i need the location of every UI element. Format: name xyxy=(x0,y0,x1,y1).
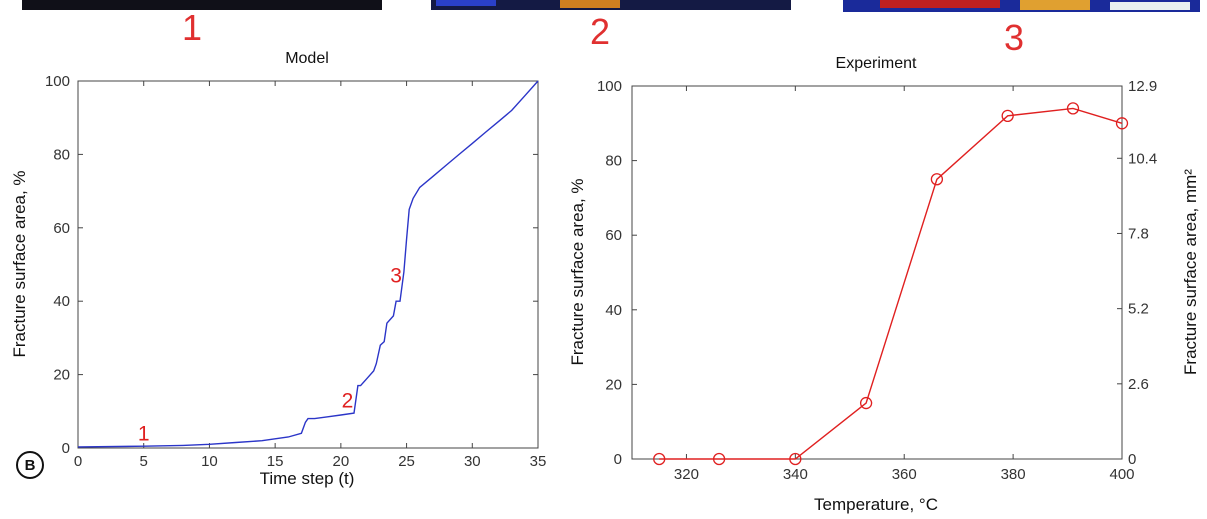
model-x-tick-label: 10 xyxy=(201,453,218,470)
experiment-x-axis-label: Temperature, °C xyxy=(814,495,938,514)
micrograph-strips xyxy=(22,0,1200,12)
micrograph-3-color-patch xyxy=(880,0,1000,8)
model-x-axis-label: Time step (t) xyxy=(260,469,355,488)
experiment-data-point xyxy=(1001,109,1014,122)
panel-label-circle xyxy=(16,451,44,479)
model-x-tick-label: 5 xyxy=(140,453,148,470)
model-y-tick-label: 20 xyxy=(53,367,70,384)
experiment-data-point xyxy=(1115,117,1129,130)
model-annotation-label: 1 xyxy=(138,422,150,445)
experiment-x-tick-label: 340 xyxy=(783,466,808,483)
model-series-line xyxy=(77,80,539,448)
experiment-data-point xyxy=(930,173,944,186)
model-chart-title: Model xyxy=(285,50,329,67)
model-y-axis-label: Fracture surface area, % xyxy=(10,170,29,357)
image-label-2: 2 xyxy=(590,11,610,52)
model-y-tick-label: 100 xyxy=(45,73,70,90)
model-y-tick-label: 80 xyxy=(53,146,70,163)
experiment-data-point xyxy=(1066,102,1080,115)
experiment-y-tick-label: 100 xyxy=(597,78,622,95)
experiment-x-tick-label: 360 xyxy=(892,466,917,483)
micrograph-2-color-patch xyxy=(436,0,496,6)
micrograph-3-color-patch xyxy=(1110,2,1190,10)
model-x-tick-label: 20 xyxy=(333,453,350,470)
experiment-y-tick-label: 0 xyxy=(614,451,622,468)
experiment-y-tick-label: 80 xyxy=(605,153,622,170)
model-y-tick-label: 60 xyxy=(53,220,70,237)
experiment-series-line xyxy=(659,107,1123,460)
panel-label-text: B xyxy=(25,457,36,474)
experiment-y-tick-label: 60 xyxy=(605,227,622,244)
model-x-tick-label: 35 xyxy=(530,453,547,470)
model-y-tick-label: 40 xyxy=(53,293,70,310)
experiment-data-point xyxy=(712,452,726,466)
experiment-plot-frame xyxy=(631,85,1123,460)
experiment-y2-tick-label: 2.6 xyxy=(1128,376,1149,393)
model-x-tick-label: 30 xyxy=(464,453,481,470)
micrograph-2-color-patch xyxy=(560,0,620,8)
experiment-data-point xyxy=(653,452,666,466)
model-x-tick-label: 25 xyxy=(398,453,415,470)
image-label-3: 3 xyxy=(1004,17,1024,58)
panel-label: B xyxy=(16,451,44,479)
experiment-y-tick-label: 40 xyxy=(605,302,622,319)
model-y-tick-label: 0 xyxy=(62,440,70,457)
experiment-markers xyxy=(653,102,1129,466)
experiment-chart: Experiment 320 340 360 380 40002040608010002… xyxy=(568,55,1200,514)
experiment-axis-ticks: 320 340 360 380 40002040608010002.65.27.810.… xyxy=(597,78,1157,483)
micrograph-1 xyxy=(22,0,382,10)
experiment-y2-axis-label: Fracture surface area, mm² xyxy=(1181,169,1200,375)
model-x-tick-label: 0 xyxy=(74,453,82,470)
experiment-y2-tick-label: 10.4 xyxy=(1128,150,1157,167)
experiment-y2-tick-label: 5.2 xyxy=(1128,301,1149,318)
experiment-data-point xyxy=(859,396,873,410)
experiment-data-point xyxy=(789,452,802,466)
model-x-tick-label: 15 xyxy=(267,453,284,470)
experiment-y-axis-label: Fracture surface area, % xyxy=(568,178,587,365)
experiment-y2-tick-label: 12.9 xyxy=(1128,78,1157,95)
image-label-1: 1 xyxy=(182,7,202,48)
model-annotation-label: 2 xyxy=(342,389,354,412)
experiment-y2-tick-label: 7.8 xyxy=(1128,225,1149,242)
experiment-x-tick-label: 400 xyxy=(1109,466,1134,483)
model-annotations: 1 2 3 xyxy=(138,265,402,446)
experiment-x-tick-label: 320 xyxy=(674,466,699,483)
experiment-chart-title: Experiment xyxy=(836,55,917,72)
experiment-y2-tick-label: 0 xyxy=(1128,451,1136,468)
micrograph-3-color-patch xyxy=(1020,0,1090,10)
experiment-x-tick-label: 380 xyxy=(1001,466,1026,483)
model-chart: Model 0 5 10 15 20 25 30 35 0 20 40 60 80 100 1 2 3 Tim… xyxy=(10,50,546,488)
model-axis-ticks: 0 5 10 15 20 25 30 35 0 20 40 60 80 100 xyxy=(45,73,546,470)
model-plot-frame xyxy=(77,80,539,449)
experiment-y-tick-label: 20 xyxy=(605,376,622,393)
model-annotation-label: 3 xyxy=(390,265,402,288)
